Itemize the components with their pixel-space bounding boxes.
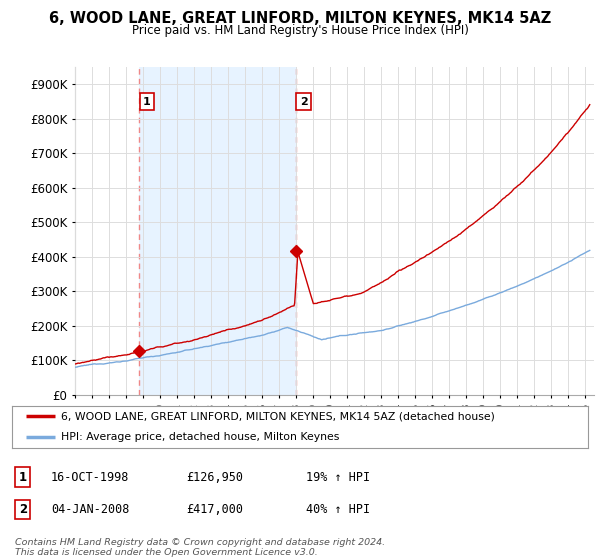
Text: 1: 1 [143, 97, 151, 107]
Bar [139, 67, 296, 395]
Text: £126,950: £126,950 [186, 470, 243, 484]
Text: 2: 2 [19, 503, 27, 516]
Text: 1: 1 [19, 470, 27, 484]
Text: Price paid vs. HM Land Registry's House Price Index (HPI): Price paid vs. HM Land Registry's House … [131, 24, 469, 37]
Text: 04-JAN-2008: 04-JAN-2008 [51, 503, 130, 516]
Text: HPI: Average price, detached house, Milton Keynes: HPI: Average price, detached house, Milt… [61, 432, 340, 442]
Text: 2: 2 [300, 97, 308, 107]
Text: 19% ↑ HPI: 19% ↑ HPI [306, 470, 370, 484]
Text: 6, WOOD LANE, GREAT LINFORD, MILTON KEYNES, MK14 5AZ (detached house): 6, WOOD LANE, GREAT LINFORD, MILTON KEYN… [61, 411, 495, 421]
Text: 40% ↑ HPI: 40% ↑ HPI [306, 503, 370, 516]
Text: £417,000: £417,000 [186, 503, 243, 516]
Text: 16-OCT-1998: 16-OCT-1998 [51, 470, 130, 484]
Text: Contains HM Land Registry data © Crown copyright and database right 2024.
This d: Contains HM Land Registry data © Crown c… [15, 538, 385, 557]
Text: 6, WOOD LANE, GREAT LINFORD, MILTON KEYNES, MK14 5AZ: 6, WOOD LANE, GREAT LINFORD, MILTON KEYN… [49, 11, 551, 26]
